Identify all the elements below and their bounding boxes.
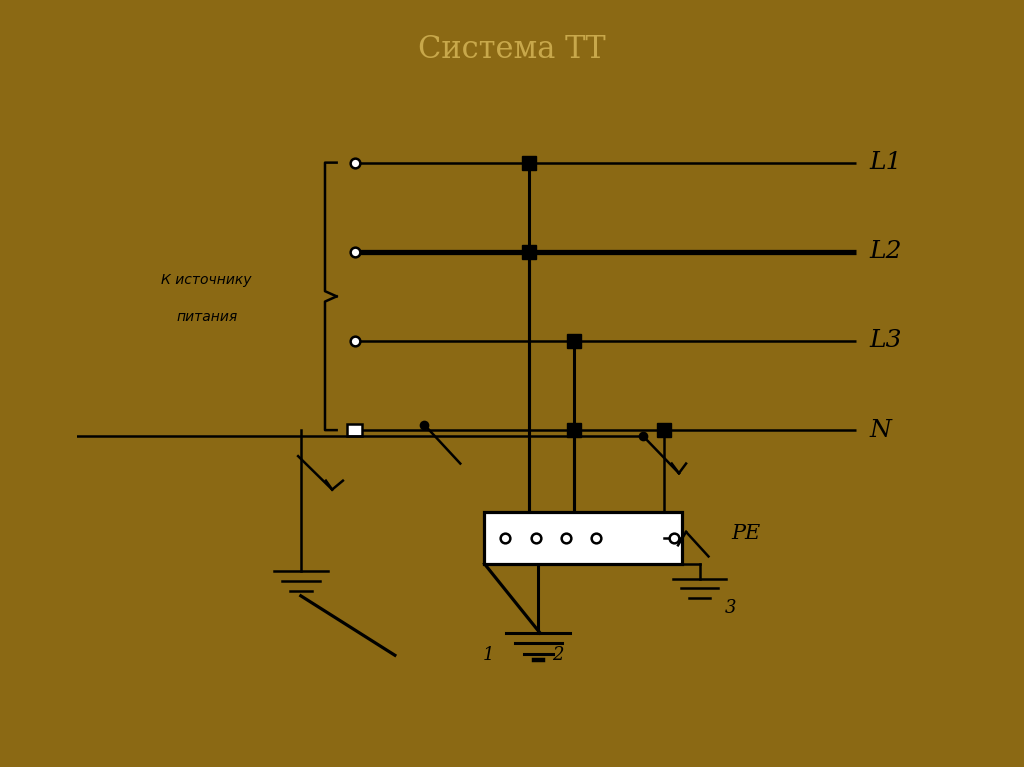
Text: Система ТТ: Система ТТ (418, 35, 606, 65)
Text: L1: L1 (869, 151, 902, 174)
Bar (484, 512, 682, 564)
Text: PE: PE (731, 524, 760, 543)
Text: 2: 2 (552, 647, 563, 664)
Text: питания: питания (176, 310, 238, 324)
Text: N: N (869, 419, 892, 442)
Bar (347, 424, 361, 436)
Text: L2: L2 (869, 240, 902, 263)
Text: К источнику: К источнику (162, 273, 252, 287)
Text: L3: L3 (869, 330, 902, 353)
Text: 3: 3 (725, 600, 736, 617)
Text: 1: 1 (483, 647, 495, 664)
